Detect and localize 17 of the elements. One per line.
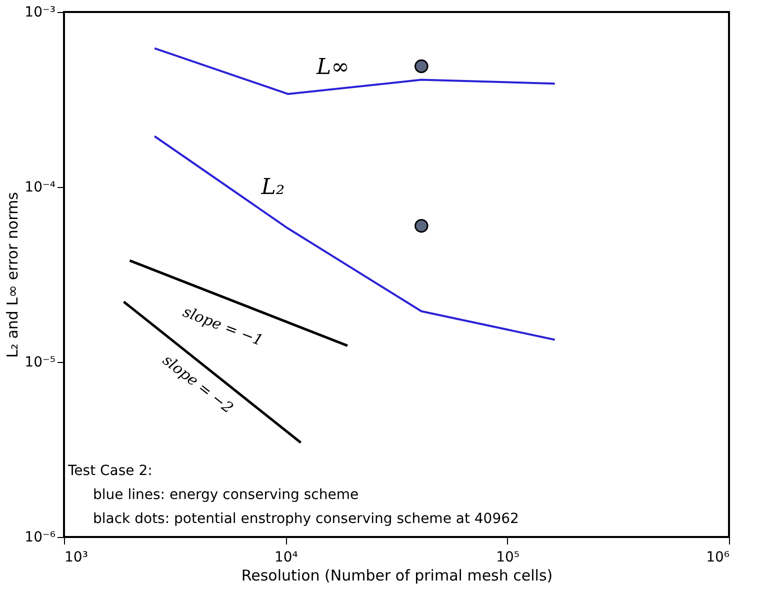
x-tick-label: 10³ [64,550,88,566]
annotation: L∞ [316,55,350,80]
y-tick-label: 10⁻⁶ [24,530,56,546]
annotation: slope = −1 [180,302,266,350]
y-tick-label: 10⁻³ [24,4,56,20]
x-axis-title: Resolution (Number of primal mesh cells) [241,566,553,584]
x-tick-label: 10⁵ [496,550,520,566]
x-tick-label: 10⁴ [274,550,298,566]
annotation: black dots: potential enstrophy conserving scheme at 40962 [93,511,519,527]
y-tick-label: 10⁻⁵ [24,354,56,370]
annotation: Test Case 2: [67,463,152,479]
annotation: blue lines: energy conserving scheme [93,487,359,503]
line-series [154,47,556,95]
annotation: L₂ [260,175,285,200]
x-tick-label: 10⁶ [706,550,730,566]
y-axis-title: L₂ and L∞ error norms [4,192,22,358]
y-tick-label: 10⁻⁴ [24,180,56,196]
